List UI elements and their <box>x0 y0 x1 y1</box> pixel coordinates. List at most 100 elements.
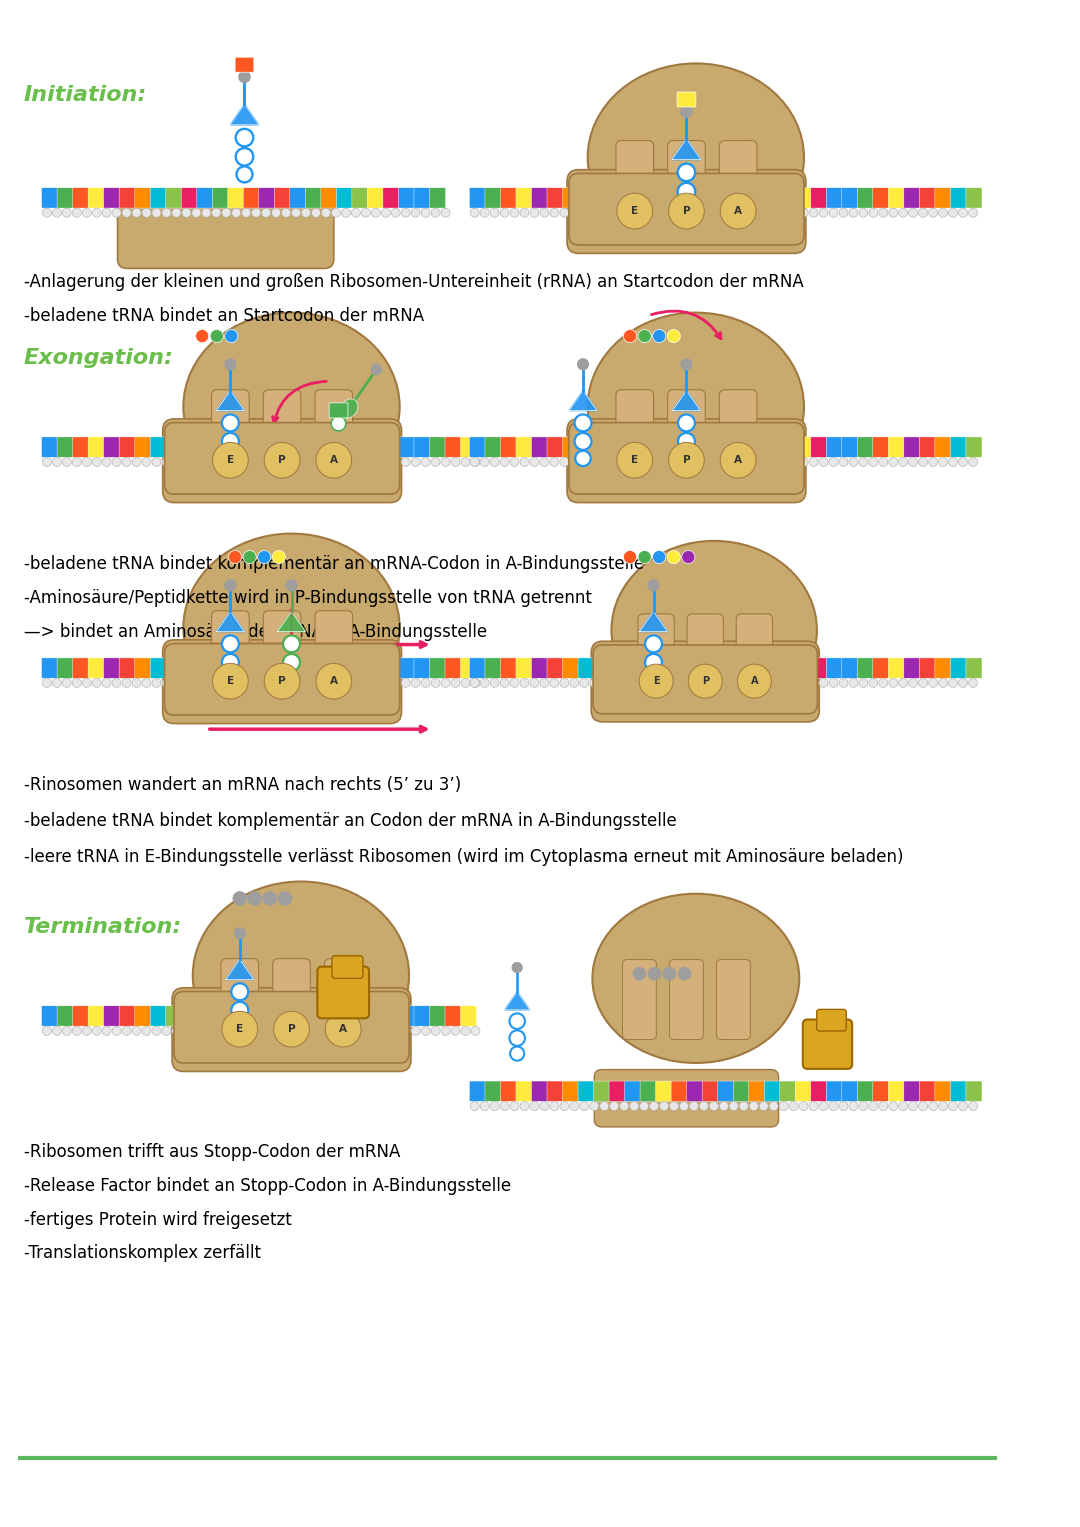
Circle shape <box>559 678 569 687</box>
Circle shape <box>252 458 260 466</box>
FancyBboxPatch shape <box>289 437 306 457</box>
FancyBboxPatch shape <box>702 658 718 678</box>
Circle shape <box>441 1026 450 1035</box>
Circle shape <box>42 678 52 687</box>
Circle shape <box>729 208 739 217</box>
FancyBboxPatch shape <box>150 1006 166 1026</box>
Text: —> bindet an Aminosäure der tRNA in A-Bindungsstelle: —> bindet an Aminosäure der tRNA in A-Bi… <box>24 623 487 641</box>
Circle shape <box>652 330 665 342</box>
Circle shape <box>490 678 499 687</box>
Text: -fertiges Protein wird freigesetzt: -fertiges Protein wird freigesetzt <box>24 1211 292 1229</box>
FancyBboxPatch shape <box>546 1081 563 1101</box>
Text: -Aminosäure/Peptidkette wird in P-Bindungsstelle von tRNA getrennt: -Aminosäure/Peptidkette wird in P-Bindun… <box>24 589 592 608</box>
Circle shape <box>879 678 888 687</box>
Circle shape <box>868 678 878 687</box>
Circle shape <box>172 458 181 466</box>
Circle shape <box>202 1026 211 1035</box>
Text: -Translationskomplex zerfällt: -Translationskomplex zerfällt <box>24 1245 260 1263</box>
FancyBboxPatch shape <box>717 1081 733 1101</box>
Circle shape <box>819 458 828 466</box>
Circle shape <box>372 678 380 687</box>
FancyBboxPatch shape <box>163 640 402 724</box>
Circle shape <box>261 1026 271 1035</box>
FancyBboxPatch shape <box>516 658 532 678</box>
Circle shape <box>689 1101 699 1110</box>
Circle shape <box>530 208 539 217</box>
Circle shape <box>519 1101 529 1110</box>
FancyBboxPatch shape <box>780 188 796 208</box>
FancyBboxPatch shape <box>656 188 672 208</box>
Circle shape <box>92 208 102 217</box>
FancyBboxPatch shape <box>966 437 982 457</box>
FancyBboxPatch shape <box>264 611 301 712</box>
Circle shape <box>889 678 897 687</box>
FancyBboxPatch shape <box>352 188 368 208</box>
Circle shape <box>540 208 549 217</box>
Circle shape <box>152 1026 161 1035</box>
Circle shape <box>500 1101 509 1110</box>
FancyBboxPatch shape <box>516 1081 532 1101</box>
FancyBboxPatch shape <box>352 437 368 457</box>
Circle shape <box>779 208 788 217</box>
Circle shape <box>908 1101 918 1110</box>
Circle shape <box>229 550 242 563</box>
Circle shape <box>282 678 291 687</box>
Circle shape <box>421 1026 430 1035</box>
Circle shape <box>316 663 352 699</box>
Circle shape <box>599 458 609 466</box>
Polygon shape <box>504 991 530 1009</box>
Circle shape <box>292 678 300 687</box>
FancyBboxPatch shape <box>321 437 337 457</box>
FancyBboxPatch shape <box>640 437 657 457</box>
FancyBboxPatch shape <box>89 437 104 457</box>
FancyBboxPatch shape <box>687 614 724 710</box>
Circle shape <box>540 458 549 466</box>
Circle shape <box>570 678 579 687</box>
Circle shape <box>859 458 868 466</box>
FancyBboxPatch shape <box>430 437 446 457</box>
Circle shape <box>799 458 808 466</box>
Circle shape <box>710 678 718 687</box>
FancyBboxPatch shape <box>332 956 363 979</box>
FancyBboxPatch shape <box>430 188 446 208</box>
Circle shape <box>510 1101 519 1110</box>
Circle shape <box>103 208 111 217</box>
FancyBboxPatch shape <box>795 437 811 457</box>
FancyBboxPatch shape <box>780 1081 796 1101</box>
Circle shape <box>162 458 171 466</box>
Circle shape <box>678 450 694 466</box>
Text: -beladene tRNA bindet komplementär an mRNA-Codon in A-Bindungsstelle: -beladene tRNA bindet komplementär an mR… <box>24 556 644 573</box>
Circle shape <box>42 1026 52 1035</box>
Circle shape <box>332 1026 340 1035</box>
Text: A: A <box>734 206 742 215</box>
Circle shape <box>740 1101 748 1110</box>
Ellipse shape <box>678 414 694 432</box>
Circle shape <box>63 208 71 217</box>
Circle shape <box>678 968 691 980</box>
FancyBboxPatch shape <box>919 188 935 208</box>
Circle shape <box>700 458 708 466</box>
FancyBboxPatch shape <box>889 658 904 678</box>
Circle shape <box>759 678 768 687</box>
Circle shape <box>550 458 559 466</box>
FancyBboxPatch shape <box>306 658 322 678</box>
FancyBboxPatch shape <box>430 658 446 678</box>
FancyBboxPatch shape <box>873 437 889 457</box>
Circle shape <box>578 359 589 370</box>
Circle shape <box>470 208 480 217</box>
Text: E: E <box>652 676 660 686</box>
FancyBboxPatch shape <box>57 658 73 678</box>
Circle shape <box>401 208 410 217</box>
Circle shape <box>261 208 271 217</box>
FancyBboxPatch shape <box>414 188 430 208</box>
Circle shape <box>929 1101 937 1110</box>
Ellipse shape <box>235 128 254 147</box>
Circle shape <box>141 208 151 217</box>
FancyBboxPatch shape <box>414 658 430 678</box>
Circle shape <box>889 1101 897 1110</box>
Circle shape <box>461 1026 470 1035</box>
Circle shape <box>152 678 161 687</box>
FancyBboxPatch shape <box>624 658 640 678</box>
Circle shape <box>700 208 708 217</box>
Polygon shape <box>639 611 667 632</box>
